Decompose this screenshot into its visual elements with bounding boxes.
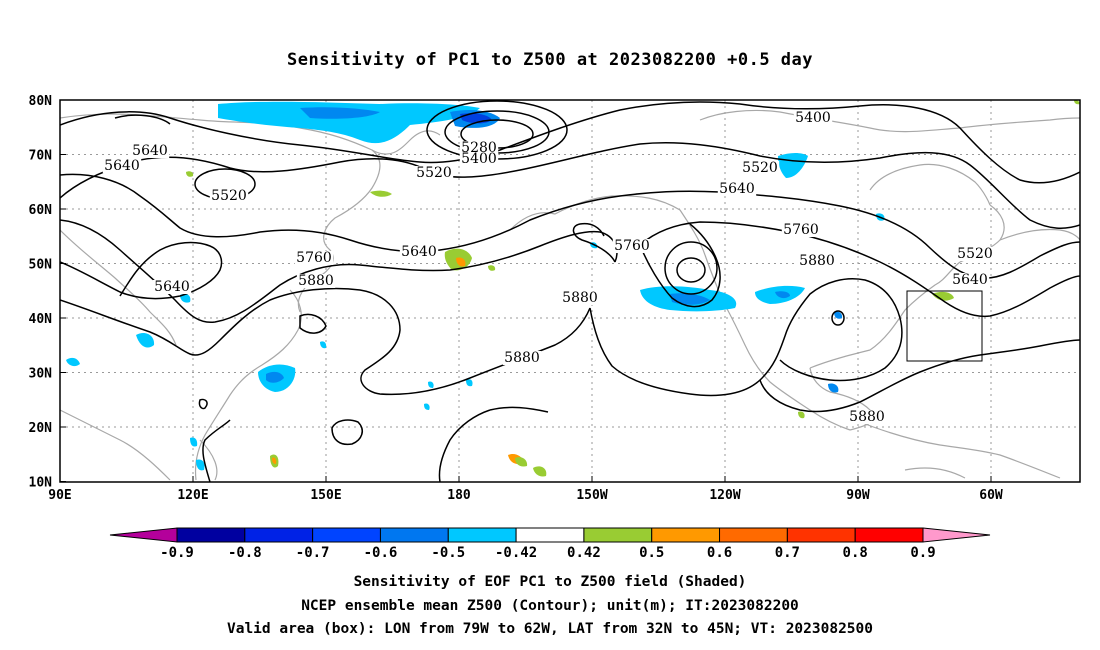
grid-lines [60, 100, 1080, 482]
colorbar-label: -0.7 [296, 545, 330, 561]
latitude-axis: 80N 70N 60N 50N 40N 30N 20N 10N [29, 94, 66, 491]
colorbar-label: 0.6 [707, 545, 732, 561]
lon-label: 120W [709, 488, 740, 503]
contour-label-bg [612, 239, 652, 253]
contour-label: 5640 [154, 279, 190, 295]
contour-label: 5520 [742, 160, 778, 176]
figure-title: Sensitivity of PC1 to Z500 at 2023082200… [286, 50, 813, 70]
contour-label-bg [793, 111, 833, 125]
contour-label: 5400 [461, 151, 497, 167]
colorbar-label: 0.9 [910, 545, 935, 561]
lat-label: 50N [29, 258, 53, 273]
contour-label: 5400 [795, 110, 831, 126]
lat-label: 80N [29, 94, 53, 109]
contour-label: 5880 [562, 290, 598, 306]
contour-label-bg [152, 280, 192, 294]
contour-label: 5520 [416, 165, 452, 181]
contour-label-bg [502, 351, 542, 365]
lon-label: 180 [447, 488, 471, 503]
contour-label-bg [414, 166, 454, 180]
lat-label: 60N [29, 203, 53, 218]
colorbar-label: 0.8 [843, 545, 868, 561]
contour-label-bg [209, 189, 249, 203]
lat-label: 70N [29, 149, 53, 164]
contour-label: 5880 [504, 350, 540, 366]
colorbar-label: -0.8 [228, 545, 262, 561]
colorbar-segment [244, 527, 314, 543]
contour-label: 5760 [783, 222, 819, 238]
plot-frame [59, 99, 1081, 483]
lat-label: 30N [29, 367, 53, 382]
colorbar-arrow-low [109, 527, 178, 543]
lat-label: 20N [29, 421, 53, 436]
contour-label-bg [102, 159, 142, 173]
sensitivity-shading [66, 100, 1080, 477]
contour-label: 5880 [849, 409, 885, 425]
colorbar-segment [651, 527, 721, 543]
contour-label: 5760 [614, 238, 650, 254]
lon-label: 150W [576, 488, 607, 503]
contour-label: 5640 [952, 272, 988, 288]
contour-label: 5520 [957, 246, 993, 262]
lon-label: 120E [177, 488, 208, 503]
colorbar-segment [583, 527, 653, 543]
colorbar-arrow-high [922, 527, 991, 543]
colorbar-segment [312, 527, 381, 543]
lon-label: 90E [48, 488, 71, 503]
contour-label-bg [130, 144, 170, 158]
colorbar-label: -0.5 [431, 545, 465, 561]
caption-line-3: Valid area (box): LON from 79W to 62W, L… [226, 621, 873, 637]
valid-area-box [906, 290, 983, 362]
contour-label-bg [717, 182, 757, 196]
lat-label: 40N [29, 312, 53, 327]
contour-label-bg [294, 251, 334, 265]
contour-label-bg [740, 161, 780, 175]
colorbar-segment [515, 527, 585, 543]
contour-label-bg [560, 291, 600, 305]
colorbar-segment [447, 527, 517, 543]
colorbar-label: 0.42 [567, 545, 601, 561]
contour-label: 5640 [132, 143, 168, 159]
lon-label: 60W [979, 488, 1003, 503]
contour-label-bg [459, 141, 499, 155]
contour-label: 5880 [799, 253, 835, 269]
colorbar-segment [854, 527, 924, 543]
contour-label-bg [459, 152, 499, 166]
colorbar-label: 0.5 [639, 545, 664, 561]
contour-label: 5760 [296, 250, 332, 266]
contour-label: 5640 [401, 244, 437, 260]
lat-label: 10N [29, 476, 53, 491]
contour-label-bg [950, 273, 990, 287]
colorbar-label: 0.7 [775, 545, 800, 561]
colorbar-segment [176, 527, 246, 543]
contour-label: 5520 [211, 188, 247, 204]
colorbar-segment [379, 527, 449, 543]
lon-label: 90W [846, 488, 870, 503]
colorbar-label: -0.9 [160, 545, 194, 561]
caption-line-2: NCEP ensemble mean Z500 (Contour); unit(… [301, 598, 799, 614]
contour-label-bg [797, 254, 837, 268]
contour-label-bg [955, 247, 995, 261]
contour-label-bg [781, 223, 821, 237]
contour-label-bg [399, 245, 439, 259]
colorbar: -0.9 -0.8 -0.7 -0.6 -0.5 -0.42 0.42 0.5 0.6 0.7 0.… [109, 527, 991, 561]
colorbar-label: -0.42 [495, 545, 537, 561]
contour-label-bg [847, 410, 887, 424]
lon-label: 150E [310, 488, 341, 503]
contour-label-bg [296, 274, 336, 288]
longitude-axis: 90E 120E 150E 180 150W 120W 90W 60W [48, 476, 1003, 503]
colorbar-segment [786, 527, 856, 543]
contour-label: 5640 [719, 181, 755, 197]
caption-line-1: Sensitivity of EOF PC1 to Z500 field (Sh… [353, 574, 747, 590]
colorbar-label: -0.6 [364, 545, 398, 561]
contour-label: 5640 [104, 158, 140, 174]
contour-label: 5880 [298, 273, 334, 289]
colorbar-segment [719, 527, 788, 543]
